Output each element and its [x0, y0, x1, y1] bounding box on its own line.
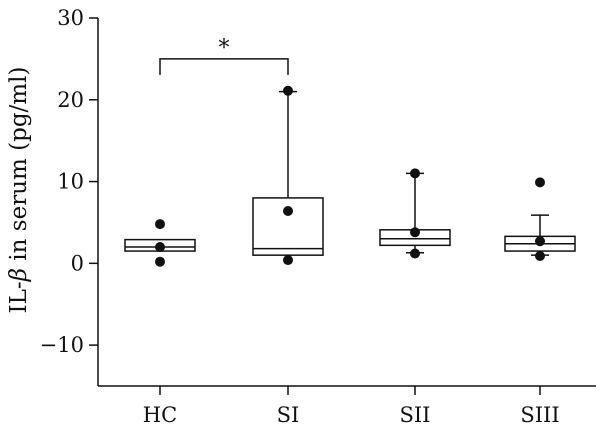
significance-bracket — [159, 58, 289, 75]
data-point — [283, 85, 293, 96]
data-point — [410, 168, 420, 179]
box-sii — [379, 172, 451, 254]
data-points — [155, 85, 545, 267]
y-ticks: −10 0 10 20 30 HC SI SII SIII — [40, 6, 560, 427]
boxes — [124, 90, 576, 256]
data-point — [155, 241, 165, 252]
y-axis-label-prefix: IL- — [6, 281, 32, 313]
data-point — [535, 177, 545, 188]
y-tick-label: 30 — [57, 6, 84, 30]
data-point — [410, 227, 420, 238]
data-point — [535, 250, 545, 261]
significance-annotations: * — [159, 36, 289, 75]
x-tick-label: HC — [143, 403, 177, 427]
data-point — [535, 236, 545, 247]
data-point — [155, 256, 165, 267]
x-tick-label: SII — [400, 403, 431, 427]
data-point — [283, 255, 293, 266]
data-point — [283, 205, 293, 216]
data-point — [155, 219, 165, 230]
data-point — [410, 248, 420, 259]
box-si — [252, 90, 324, 256]
y-axis-label: IL-β in serum (pg/ml) — [6, 67, 32, 314]
significance-label: * — [219, 36, 230, 61]
axes — [97, 18, 596, 387]
y-tick-label: −10 — [40, 333, 84, 357]
y-tick-label: 10 — [57, 170, 84, 194]
x-tick-label: SI — [277, 403, 300, 427]
box-siii — [504, 214, 576, 256]
y-tick-label: 20 — [57, 88, 84, 112]
y-axis-label-symbol: β — [6, 268, 32, 282]
y-tick-label: 0 — [71, 251, 84, 275]
x-tick-label: SIII — [520, 403, 559, 427]
y-axis-label-suffix: in serum (pg/ml) — [6, 67, 32, 268]
